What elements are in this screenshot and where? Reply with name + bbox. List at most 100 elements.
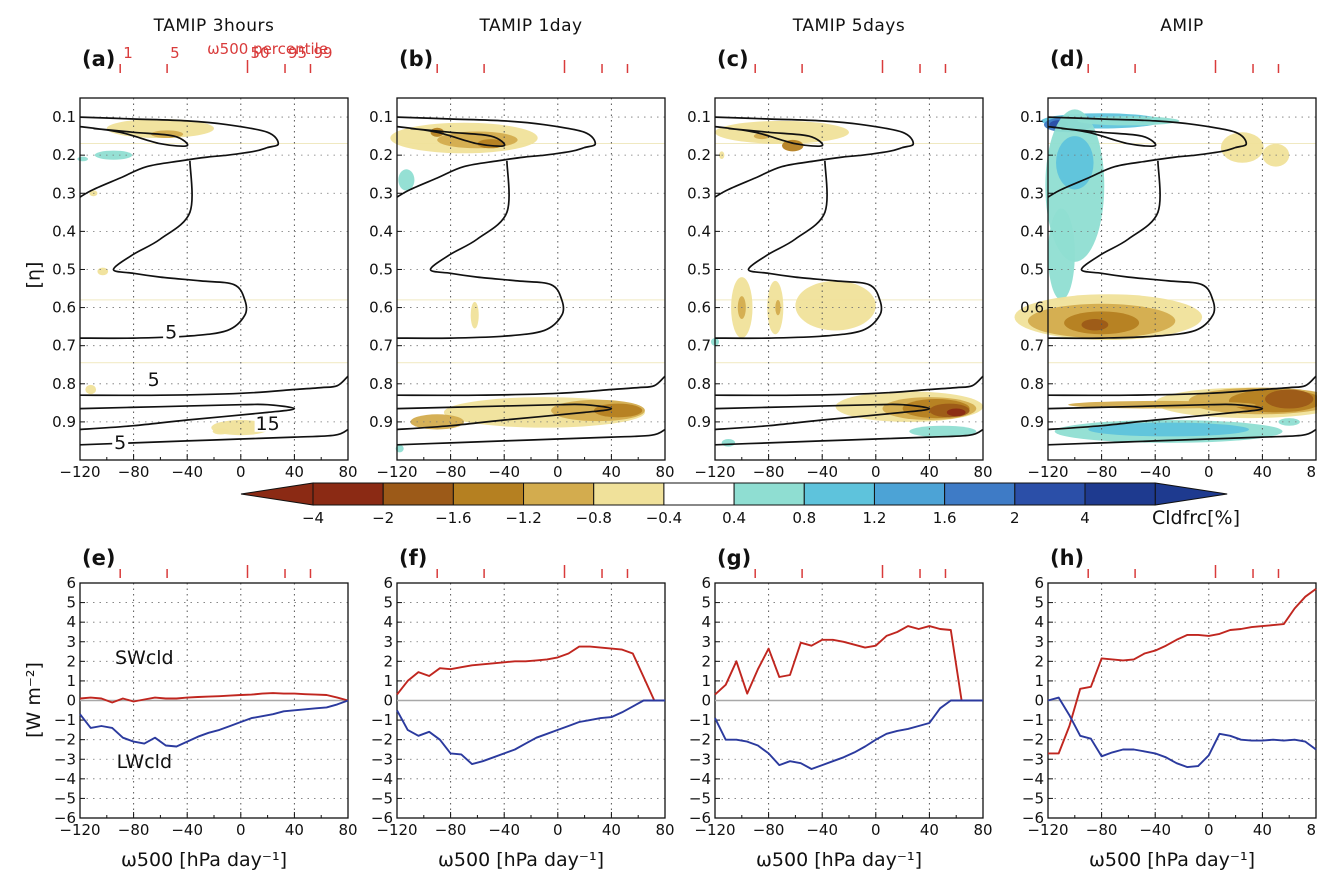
cloud-anomaly	[395, 444, 404, 453]
contour-line	[1047, 403, 1264, 431]
x-tick-label: 0	[1204, 463, 1214, 481]
x-tick-label: 80	[1306, 463, 1317, 481]
y-tick-label: 0.7	[687, 337, 711, 355]
y-tick-label: 0.7	[52, 337, 76, 355]
y-tick-label: 4	[383, 613, 393, 631]
y-tick-label: −1	[54, 711, 76, 729]
cloud-anomaly	[909, 425, 977, 438]
y-tick-label: 3	[701, 633, 711, 651]
y-tick-label: 4	[1034, 613, 1044, 631]
heatmap-panel-0	[80, 143, 348, 364]
y-tick-label: 0.6	[52, 299, 76, 317]
x-tick-label: 0	[871, 463, 881, 481]
colorbar-box	[944, 482, 1016, 506]
percentile-label: 5	[170, 44, 180, 62]
x-tick-label: 0	[236, 463, 246, 481]
panel-label: (b)	[399, 47, 433, 71]
contour-line	[396, 403, 613, 431]
y-tick-label: 0.2	[687, 146, 711, 164]
y-tick-label: −4	[689, 770, 711, 788]
y-tick-label: 4	[701, 613, 711, 631]
contour-line	[79, 428, 349, 446]
percentile-label: 1	[123, 44, 133, 62]
y-tick-label: 0.8	[369, 375, 393, 393]
x-tick-label: 40	[285, 821, 304, 839]
y-tick-label: 0.4	[687, 222, 711, 240]
x-tick-label: 40	[602, 821, 621, 839]
x-tick-label: −120	[59, 463, 100, 481]
x-tick-label: −80	[118, 821, 150, 839]
cloud-anomaly	[85, 384, 97, 395]
panel-label: (d)	[1050, 47, 1084, 71]
x-tick-label: −80	[753, 463, 785, 481]
x-tick-label: 80	[655, 463, 674, 481]
contour-line	[79, 375, 349, 397]
contour-line	[714, 375, 984, 397]
y-tick-label: 0.3	[369, 184, 393, 202]
y-tick-label: 0.3	[1020, 184, 1044, 202]
x-tick-label: −40	[171, 463, 203, 481]
swcld-series-line	[714, 625, 983, 702]
cloud-anomaly	[470, 301, 479, 329]
x-tick-label: 0	[553, 821, 563, 839]
y-tick-label: 0.2	[369, 146, 393, 164]
y-tick-label: 0.8	[687, 375, 711, 393]
y-tick-label: 0.2	[1020, 146, 1044, 164]
contour-line	[79, 125, 189, 148]
colorbar-box	[1014, 482, 1086, 506]
y-tick-label: 0.6	[369, 299, 393, 317]
colorbar-box	[663, 482, 735, 506]
y-tick-label: 0.9	[687, 413, 711, 431]
contour-line	[396, 116, 597, 198]
y-tick-label: 4	[66, 613, 76, 631]
cloud-anomaly	[721, 439, 736, 447]
contour-label: 15	[256, 413, 280, 435]
y-tick-label: 6	[1034, 574, 1044, 592]
y-tick-label: 0.1	[1020, 108, 1044, 126]
panel-label: (c)	[717, 47, 749, 71]
colorbar-box	[733, 482, 805, 506]
x-tick-label: 40	[602, 463, 621, 481]
x-axis-label: ω500 [hPa day⁻¹]	[756, 849, 922, 871]
y-tick-label: 0.3	[687, 184, 711, 202]
y-tick-label: −6	[371, 809, 393, 827]
x-tick-label: 40	[920, 463, 939, 481]
y-tick-label: 5	[383, 594, 393, 612]
cloud-anomaly	[946, 408, 966, 417]
x-tick-label: 80	[655, 821, 674, 839]
y-tick-label: 0.7	[369, 337, 393, 355]
x-tick-label: 40	[1253, 463, 1272, 481]
y-tick-label: 5	[1034, 594, 1044, 612]
y-tick-label: 0.2	[52, 146, 76, 164]
y-tick-label: 0.9	[369, 413, 393, 431]
x-tick-label: −40	[806, 463, 838, 481]
y-tick-label: −4	[371, 770, 393, 788]
contour-label-bg	[112, 433, 129, 451]
cloud-anomaly	[795, 280, 876, 331]
x-tick-label: −120	[1027, 463, 1068, 481]
colorbar-box	[873, 482, 946, 506]
y-tick-label: 0.8	[52, 375, 76, 393]
percentile-label: 50	[251, 44, 270, 62]
contour-line	[1047, 375, 1317, 397]
lw-series-label: LWcld	[117, 751, 172, 773]
x-tick-label: 80	[338, 463, 357, 481]
x-tick-label: −80	[435, 821, 467, 839]
lwcld-series-line	[1047, 696, 1317, 769]
contour-line	[396, 375, 666, 397]
panel-frame-top-0: −120 −80 −40 0 40 80 0.1 0.2 0.3 0.4 0.5 0.6 0.7 0.8 0…	[52, 97, 358, 481]
x-tick-label: −80	[118, 463, 150, 481]
y-tick-label: −6	[1022, 809, 1044, 827]
y-tick-label: 2	[66, 652, 76, 670]
y-tick-label: −1	[1022, 711, 1044, 729]
cloud-anomaly	[775, 299, 781, 316]
contour-line	[79, 160, 248, 340]
contour-label-bg	[254, 414, 281, 432]
swcld-series-line	[396, 645, 665, 702]
y-tick-label: −3	[689, 750, 711, 768]
contour-line	[1047, 160, 1216, 340]
colorbar-tick-label: 1.2	[863, 509, 887, 527]
y-tick-label: 0.9	[1020, 413, 1044, 431]
